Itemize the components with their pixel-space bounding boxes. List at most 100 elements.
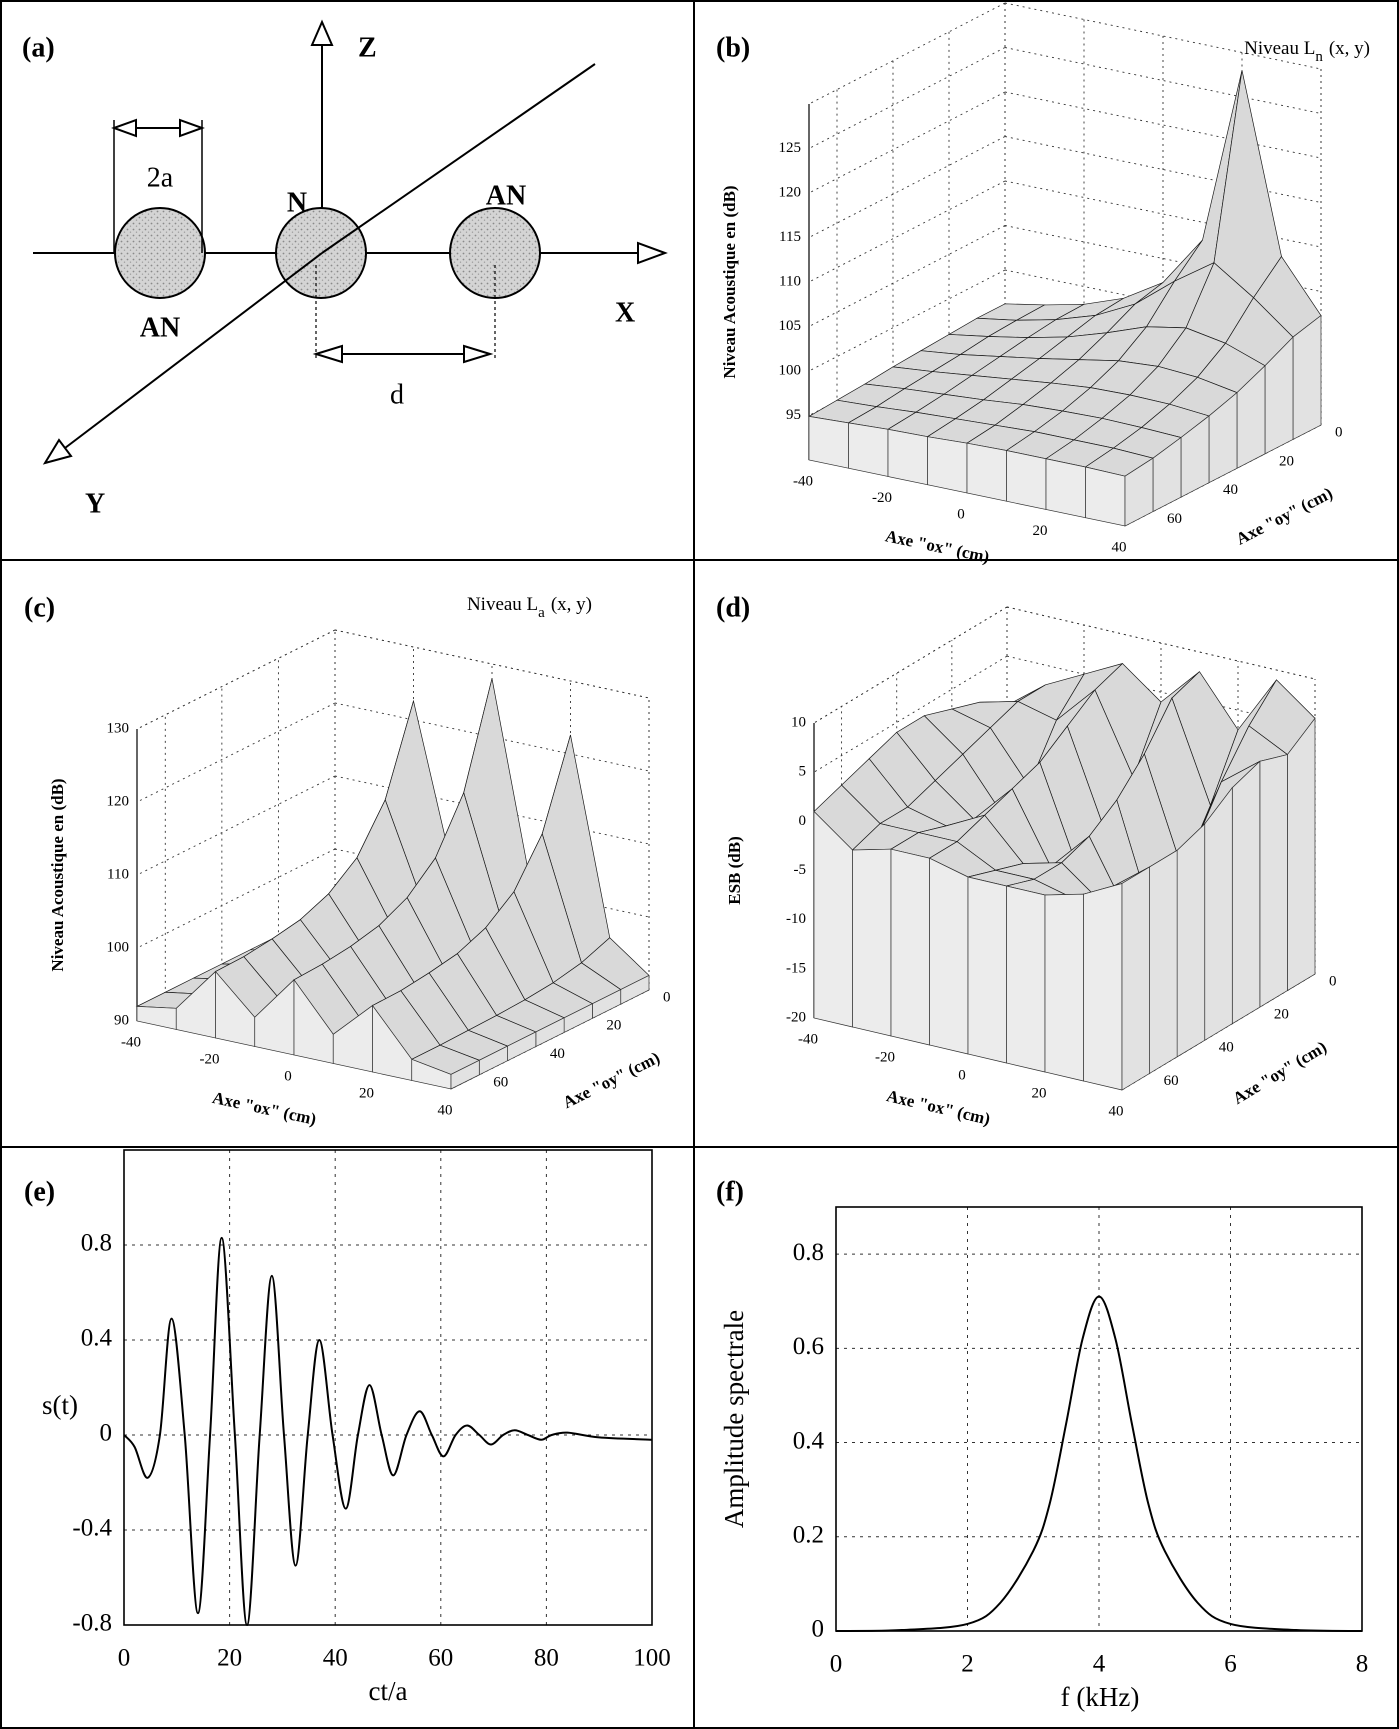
- surface-curtain: [1176, 823, 1206, 1058]
- panel-label: (a): [22, 32, 55, 63]
- plot-frame: [123, 1149, 653, 1626]
- panel-label: (f): [716, 1176, 744, 1207]
- y-tick-label: 0: [663, 989, 671, 1005]
- sphere: [114, 207, 206, 299]
- surface-curtain: [927, 436, 968, 494]
- diagram: [33, 19, 668, 465]
- surface-curtain: [1006, 450, 1047, 510]
- x-tick-label: 80: [534, 1645, 559, 1672]
- y-tick-label: 0.8: [81, 1230, 112, 1257]
- x-tick-label: 20: [1032, 1085, 1047, 1101]
- x-tick-label: 60: [428, 1645, 453, 1672]
- surface-curtain: [1287, 717, 1316, 992]
- y-tick-label: 20: [1274, 1007, 1289, 1023]
- x-tick-label: 20: [217, 1645, 242, 1672]
- y-tick-label: 0.4: [81, 1325, 113, 1352]
- y-tick-label: 0.6: [793, 1333, 824, 1360]
- z-tick-label: 105: [779, 318, 802, 334]
- z-axis-label: ESB (dB): [725, 836, 744, 905]
- z-tick-label: 100: [107, 939, 130, 955]
- x-tick-label: 0: [957, 506, 965, 522]
- z-tick-label: 100: [779, 362, 802, 378]
- x-tick-label: 0: [118, 1645, 131, 1672]
- grid-line: [136, 775, 336, 876]
- panel-label: (c): [24, 592, 55, 623]
- x-tick-label: 40: [1109, 1103, 1124, 1119]
- z-tick-label: 120: [779, 184, 802, 200]
- x-tick-label: -20: [875, 1049, 895, 1065]
- x-tick-label: 0: [830, 1651, 843, 1678]
- surface-curtain: [1006, 885, 1046, 1073]
- z-tick-label: -15: [786, 960, 806, 976]
- title-subscript: n: [1315, 49, 1323, 65]
- chart-title: Niveau Ln (x, y): [1244, 38, 1370, 65]
- arrowhead: [42, 438, 73, 465]
- sphere-label: N: [287, 187, 307, 218]
- z-tick-label: 5: [799, 764, 807, 780]
- surface-curtain: [1085, 466, 1126, 527]
- y-tick-label: 0: [1335, 424, 1343, 440]
- grid-line: [808, 47, 1006, 149]
- grid-line: [808, 136, 1006, 238]
- surface-curtain: [1231, 760, 1261, 1025]
- x-tick-label: 2: [961, 1651, 974, 1678]
- box-edge: [808, 2, 1006, 105]
- grid-line: [808, 225, 1006, 327]
- z-tick-label: 95: [786, 407, 801, 423]
- z-tick-label: -5: [794, 862, 807, 878]
- grid-line: [808, 180, 1006, 283]
- x-tick-label: 0: [284, 1068, 292, 1084]
- z-tick-label: 110: [107, 866, 129, 882]
- sphere-label: AN: [140, 312, 180, 343]
- dimension-label: 2a: [147, 162, 174, 193]
- x-tick-label: 8: [1356, 1651, 1369, 1678]
- sphere-label: AN: [486, 180, 526, 211]
- y-tick-label: 0: [100, 1420, 113, 1447]
- chart-title: Niveau La (x, y): [467, 594, 592, 621]
- plot-frame: [835, 1206, 1363, 1632]
- x-tick-label: 40: [1112, 539, 1127, 555]
- panel-label: (e): [24, 1176, 55, 1207]
- x-axis-label: Axe "ox" (cm): [885, 1086, 992, 1129]
- x-tick-label: -40: [798, 1031, 818, 1047]
- y-tick-label: -0.4: [72, 1515, 112, 1542]
- data-line: [124, 1236, 652, 1627]
- z-tick-label: 125: [779, 140, 802, 156]
- surface-curtain: [450, 1059, 480, 1090]
- surface-curtain: [966, 442, 1007, 502]
- surface-curtain: [813, 810, 853, 1028]
- arrowhead: [312, 344, 343, 364]
- y-tick-label: 20: [1279, 453, 1294, 469]
- panel-label: (d): [716, 592, 750, 623]
- surface-curtain: [1292, 314, 1322, 441]
- x-axis-label: ct/a: [369, 1676, 408, 1706]
- y-tick-label: 40: [550, 1046, 565, 1062]
- z-tick-label: 130: [107, 720, 130, 736]
- y-axis-label: Axe "oy" (cm): [1233, 483, 1336, 548]
- z-tick-label: 90: [114, 1012, 129, 1028]
- x-tick-label: 40: [323, 1645, 348, 1672]
- y-axis-label: Axe "oy" (cm): [560, 1048, 663, 1112]
- x-tick-label: 0: [958, 1067, 966, 1083]
- arrowhead: [111, 118, 137, 138]
- z-tick-label: -20: [786, 1009, 806, 1025]
- z-tick-label: 0: [799, 813, 807, 829]
- surface-curtain: [890, 848, 930, 1046]
- z-tick-label: 110: [779, 273, 801, 289]
- y-tick-label: 0: [812, 1616, 825, 1643]
- axis-name: Z: [358, 32, 377, 63]
- y-tick-label: 60: [1164, 1073, 1179, 1089]
- surface-curtain: [1259, 754, 1288, 1008]
- axis-name: Y: [85, 488, 105, 519]
- z-tick-label: 120: [107, 793, 130, 809]
- y-axis-label: Axe "oy" (cm): [1229, 1037, 1329, 1108]
- dimension-label: d: [390, 379, 404, 410]
- surface-curtain: [1124, 457, 1154, 527]
- z-axis-label: Niveau Acoustique en (dB): [48, 778, 67, 971]
- x-tick-label: 6: [1224, 1651, 1237, 1678]
- x-tick-label: -40: [121, 1034, 141, 1050]
- y-tick-label: 0: [1329, 973, 1337, 989]
- x-tick-label: -20: [200, 1051, 220, 1067]
- y-tick-label: 0.4: [793, 1427, 825, 1454]
